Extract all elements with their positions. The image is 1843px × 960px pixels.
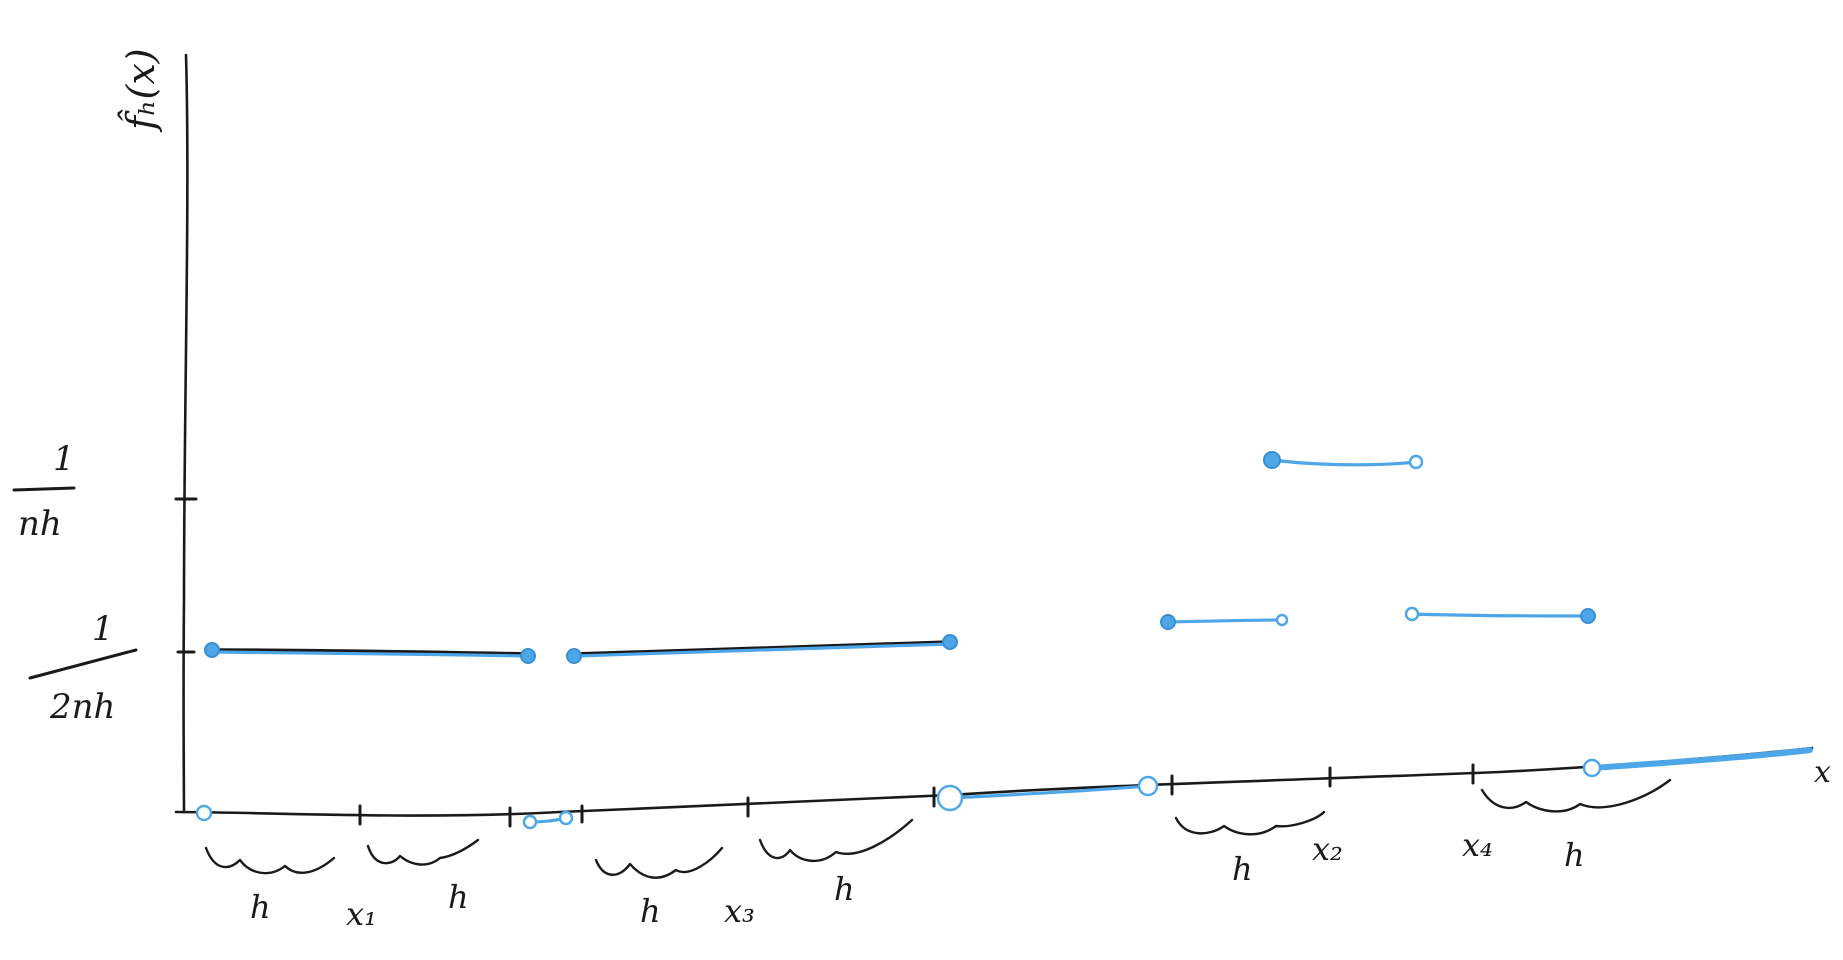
- bandwidth-label-4: h: [834, 870, 855, 908]
- y-axis-label-text: f̂ₕ(x): [118, 48, 163, 133]
- bandwidth-label-1: h: [250, 888, 271, 926]
- point-label-x4: x₄: [1462, 826, 1493, 864]
- tick-low-numerator: 1: [92, 609, 114, 649]
- open-dot: [936, 784, 964, 812]
- open-dot: [1275, 613, 1289, 627]
- segment-left-1: [212, 650, 530, 658]
- tick-label-high: 1 nh: [12, 439, 76, 544]
- open-dot: [1137, 775, 1159, 797]
- y-axis-label: f̂ₕ(x): [118, 48, 163, 133]
- brace-1: [204, 846, 336, 875]
- bandwidth-label-3: h: [640, 892, 661, 930]
- brace-6: [1480, 778, 1672, 813]
- open-dot: [1582, 758, 1602, 778]
- open-dot: [195, 804, 213, 822]
- segment-right-low-1: [1166, 618, 1284, 624]
- closed-dot: [942, 634, 958, 650]
- segment-zero-3: [1589, 747, 1813, 771]
- tick-high-denominator: nh: [18, 504, 62, 544]
- open-dot: [522, 814, 538, 830]
- open-dot: [1408, 454, 1424, 470]
- open-dot: [1404, 606, 1420, 622]
- x-axis: [174, 746, 1814, 817]
- tick-high-fraction-bar: [12, 486, 76, 492]
- segment-left-2-ink: [572, 640, 952, 656]
- closed-dot: [1263, 451, 1281, 469]
- closed-dot: [520, 648, 536, 664]
- bandwidth-label-6: h: [1564, 836, 1585, 874]
- brace-3: [594, 846, 724, 879]
- x-axis-label: x: [1814, 755, 1831, 790]
- closed-dot: [204, 642, 220, 658]
- bandwidth-label-2: h: [448, 878, 469, 916]
- segment-left-2: [574, 642, 952, 658]
- tick-high-numerator: 1: [53, 439, 75, 479]
- point-label-x3: x₃: [724, 892, 755, 930]
- brace-4: [758, 818, 914, 862]
- segment-right-high: [1270, 458, 1418, 467]
- segment-left-ink: [210, 648, 532, 656]
- tick-label-low: 1 2nh: [28, 609, 138, 727]
- segment-zero-2: [948, 784, 1150, 800]
- bandwidth-label-5: h: [1232, 850, 1253, 888]
- closed-dot: [566, 648, 582, 664]
- segment-right-low-2: [1410, 612, 1590, 618]
- brace-5: [1174, 810, 1326, 836]
- y-axis: [182, 53, 189, 814]
- open-dot: [558, 810, 574, 826]
- brace-2: [366, 838, 480, 866]
- closed-dot: [1580, 608, 1596, 624]
- point-label-x2: x₂: [1312, 830, 1343, 868]
- point-label-x1: x₁: [346, 895, 377, 933]
- tick-low-fraction-bar: [28, 648, 138, 680]
- closed-dot: [1160, 614, 1176, 630]
- tick-low-denominator: 2nh: [49, 687, 115, 727]
